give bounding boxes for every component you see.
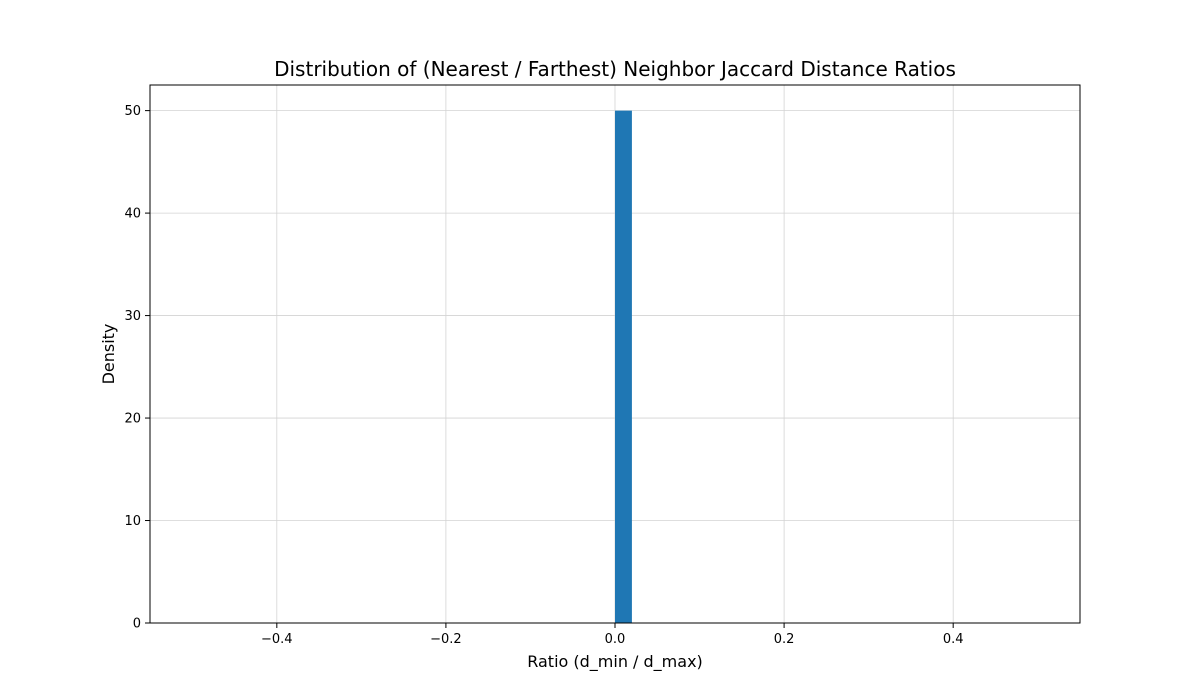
y-tick-label: 40	[124, 207, 141, 222]
bars-layer	[615, 110, 632, 624]
x-tick-label: 0.0	[605, 632, 626, 647]
y-tick-label: 30	[124, 309, 141, 324]
histogram-bar	[615, 110, 632, 624]
chart-title: Distribution of (Nearest / Farthest) Nei…	[274, 57, 956, 81]
y-tick-label: 0	[133, 617, 141, 632]
x-tick-label: 0.4	[943, 632, 964, 647]
x-tick-label: −0.4	[261, 632, 293, 647]
ticks-layer: −0.4 −0.2 0.0 0.2 0.4 0 10 20 30 40 50	[124, 104, 963, 647]
y-tick-label: 50	[124, 104, 141, 119]
x-tick-label: −0.2	[430, 632, 462, 647]
x-tick-label: 0.2	[774, 632, 795, 647]
y-axis-label: Density	[99, 324, 118, 385]
y-tick-label: 20	[124, 412, 141, 427]
x-axis-label: Ratio (d_min / d_max)	[527, 652, 703, 672]
y-tick-label: 10	[124, 514, 141, 529]
